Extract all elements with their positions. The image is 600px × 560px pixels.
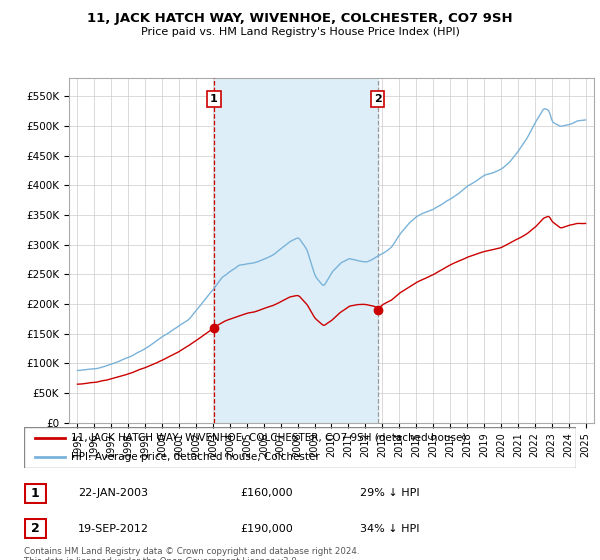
Text: 19-SEP-2012: 19-SEP-2012 — [78, 524, 149, 534]
Text: 29% ↓ HPI: 29% ↓ HPI — [360, 488, 419, 498]
Bar — [214, 78, 377, 423]
Text: 2: 2 — [374, 94, 382, 104]
Text: £160,000: £160,000 — [240, 488, 293, 498]
Text: 11, JACK HATCH WAY, WIVENHOE, COLCHESTER, CO7 9SH: 11, JACK HATCH WAY, WIVENHOE, COLCHESTER… — [87, 12, 513, 25]
Text: 1: 1 — [210, 94, 218, 104]
Text: 1: 1 — [31, 487, 40, 500]
Text: 22-JAN-2003: 22-JAN-2003 — [78, 488, 148, 498]
Text: HPI: Average price, detached house, Colchester: HPI: Average price, detached house, Colc… — [71, 452, 320, 463]
Text: Contains HM Land Registry data © Crown copyright and database right 2024.
This d: Contains HM Land Registry data © Crown c… — [24, 547, 359, 560]
Text: 2: 2 — [31, 522, 40, 535]
Text: £190,000: £190,000 — [240, 524, 293, 534]
Text: 34% ↓ HPI: 34% ↓ HPI — [360, 524, 419, 534]
Text: Price paid vs. HM Land Registry's House Price Index (HPI): Price paid vs. HM Land Registry's House … — [140, 27, 460, 37]
Text: 11, JACK HATCH WAY, WIVENHOE, COLCHESTER, CO7 9SH (detached house): 11, JACK HATCH WAY, WIVENHOE, COLCHESTER… — [71, 433, 466, 443]
